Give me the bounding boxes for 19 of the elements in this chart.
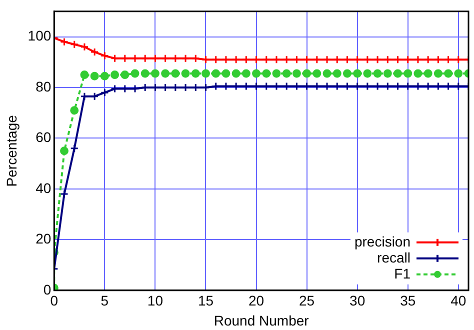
legend-label: recall (377, 249, 410, 266)
y-tick-label: 20 (36, 230, 52, 247)
x-axis-title: Round Number (214, 312, 310, 328)
x-tick-label: 5 (100, 292, 109, 309)
x-tick-label: 35 (400, 292, 416, 309)
x-tick-label: 10 (147, 292, 164, 309)
y-axis-title: Percentage (3, 114, 20, 187)
legend-label: F1 (394, 265, 411, 282)
x-tick-label: 20 (248, 292, 264, 309)
y-tick-label: 40 (36, 180, 52, 196)
y-tick-label: 80 (36, 78, 52, 94)
x-tick-label: 25 (299, 292, 315, 309)
x-tick-label: 15 (198, 292, 214, 309)
legend-label: precision (354, 233, 410, 250)
x-tick-label: 30 (350, 292, 366, 309)
y-tick-label: 0 (43, 281, 52, 298)
x-tick-label: 40 (450, 292, 466, 309)
y-tick-label: 100 (28, 28, 52, 44)
y-tick-label: 60 (36, 129, 52, 146)
